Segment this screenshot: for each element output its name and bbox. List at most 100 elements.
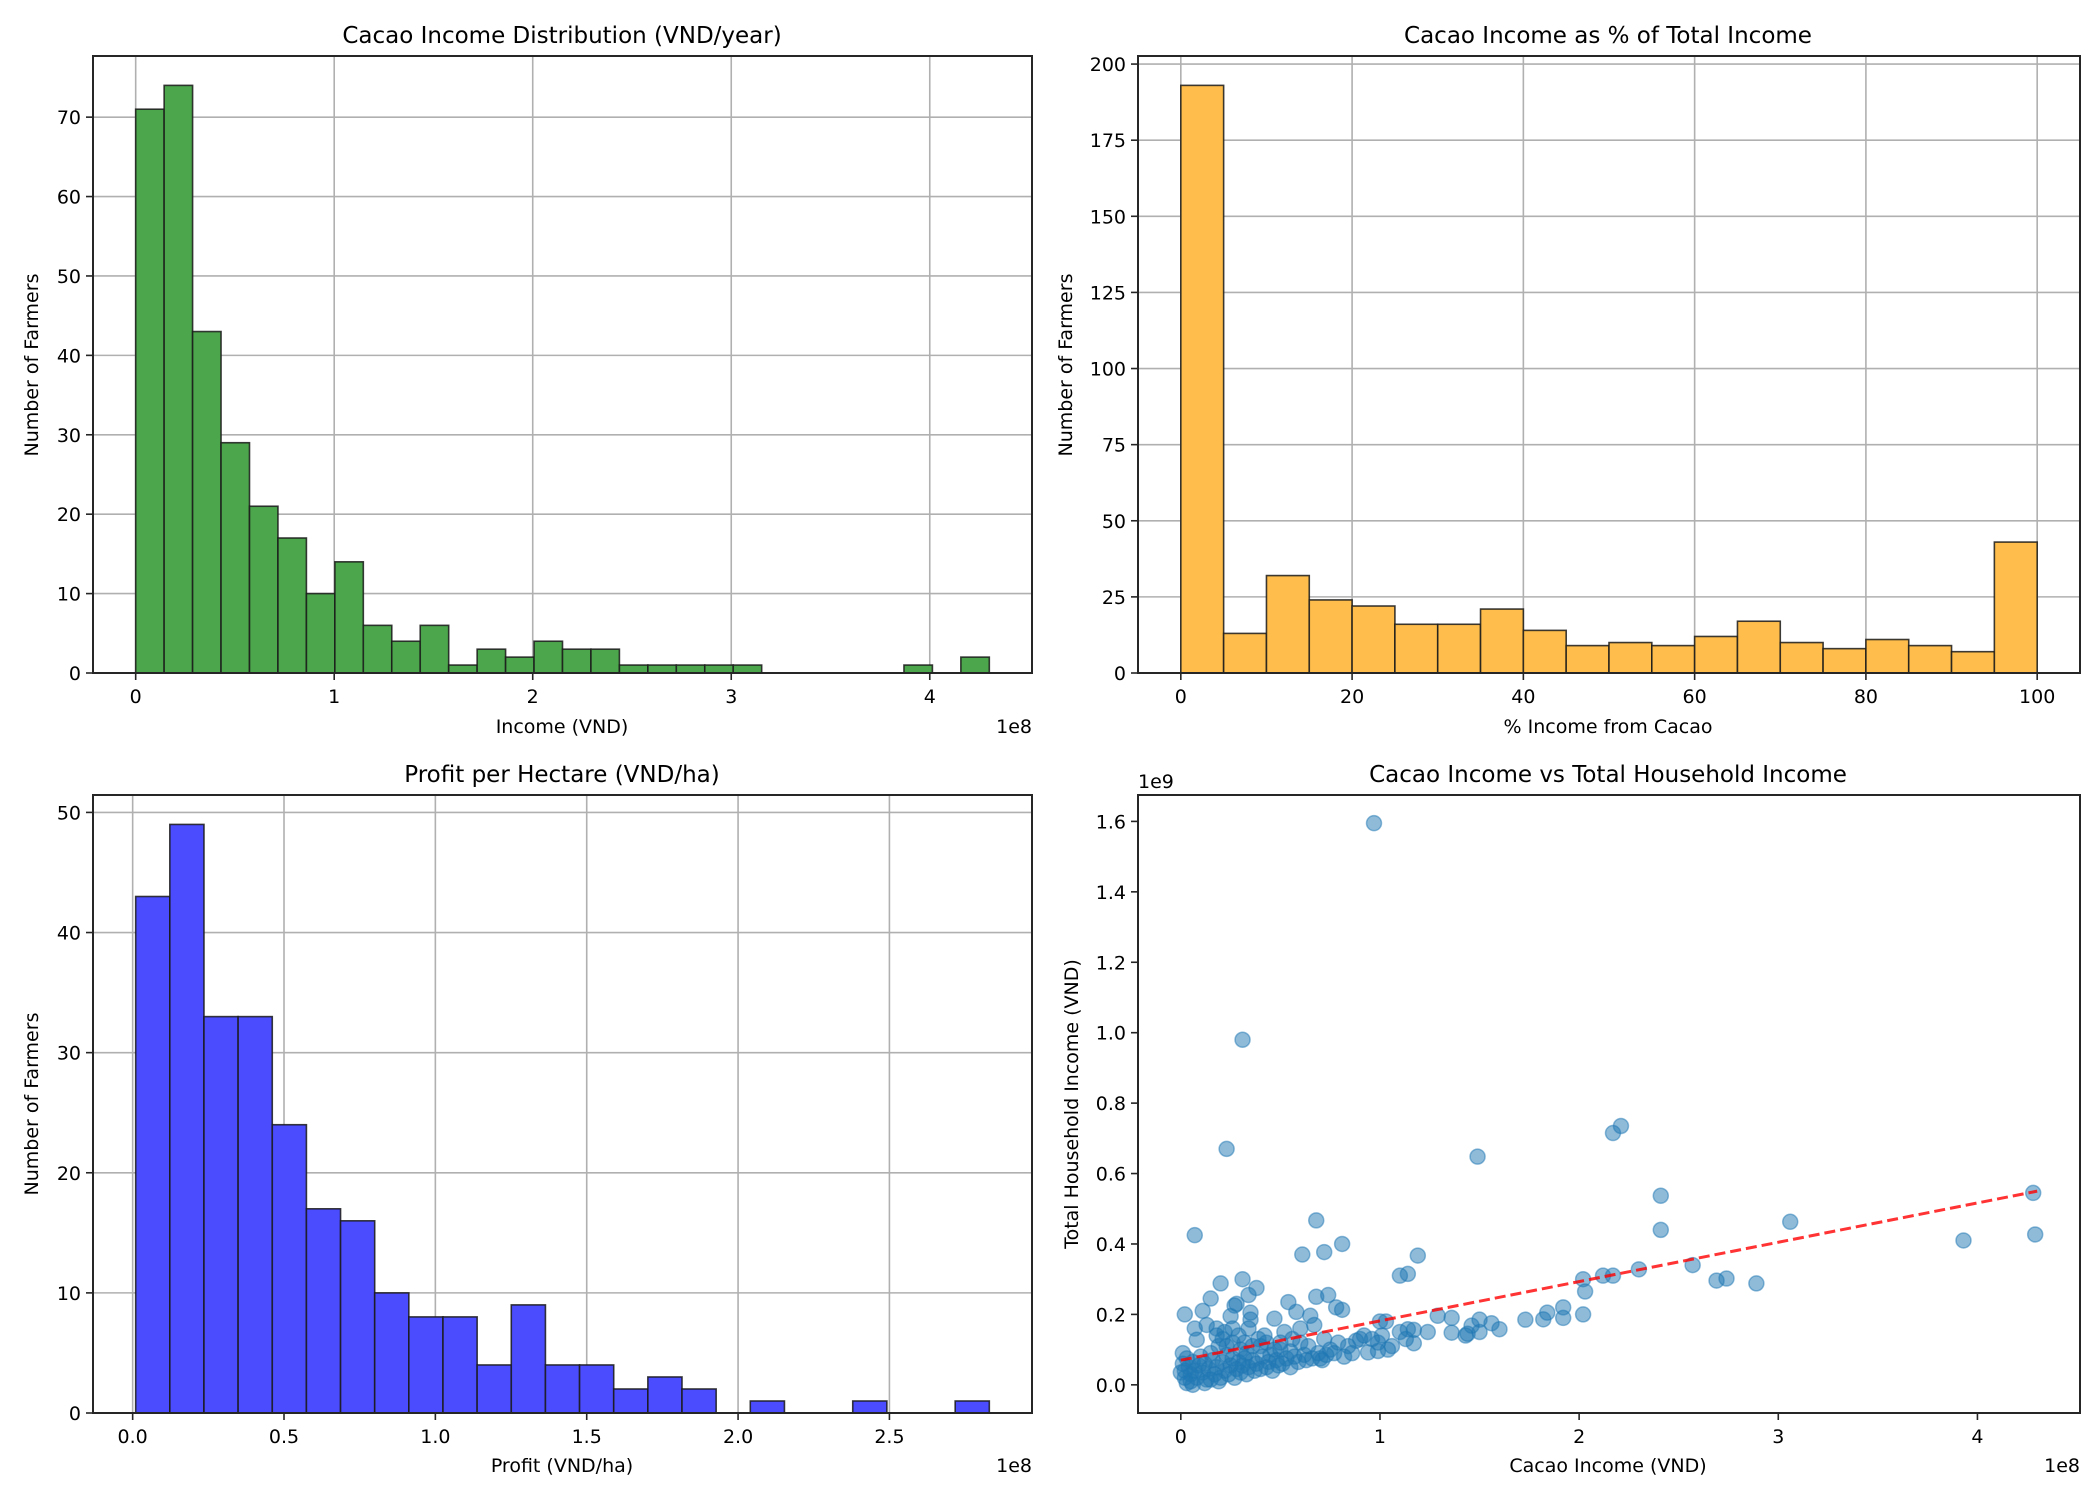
histogram-bar xyxy=(1736,620,1782,674)
scatter-point xyxy=(1363,1330,1381,1348)
histogram-bar xyxy=(362,624,393,674)
scatter-point xyxy=(1343,1344,1361,1362)
scatter-point xyxy=(1186,1226,1204,1244)
y-tick-label: 70 xyxy=(57,107,81,129)
histogram-bar xyxy=(960,656,991,674)
scatter-point xyxy=(1294,1246,1311,1263)
y-tick-label: 60 xyxy=(57,187,81,209)
histogram-bar xyxy=(1693,635,1739,674)
scatter-point xyxy=(1576,1283,1594,1300)
histogram-bar xyxy=(954,1400,991,1414)
chart-title: Cacao Income vs Total Household Income xyxy=(1369,762,1847,788)
histogram-bar xyxy=(578,1364,615,1414)
scatter-point xyxy=(1202,1290,1219,1307)
x-tick-label: 3 xyxy=(1772,1426,1784,1448)
x-tick-label: 2 xyxy=(527,686,539,708)
y-tick-label: 0 xyxy=(1114,663,1126,685)
histogram-bar xyxy=(134,108,165,674)
y-tick-label: 0.0 xyxy=(1096,1375,1126,1397)
histogram-bar xyxy=(851,1400,888,1414)
scatter-point xyxy=(1469,1148,1486,1165)
histogram-bar xyxy=(612,1388,649,1414)
histogram-bar xyxy=(681,1388,717,1414)
histogram-bar xyxy=(1180,84,1225,674)
histogram-bar xyxy=(533,640,564,674)
x-offset-label: 1e8 xyxy=(996,716,1032,738)
scatter-point xyxy=(1955,1232,1972,1249)
x-tick-label: 60 xyxy=(1683,686,1707,708)
scatter-point xyxy=(1365,814,1383,832)
histogram-bar xyxy=(1265,574,1311,674)
y-tick-label: 150 xyxy=(1090,206,1126,228)
y-tick-label: 0 xyxy=(69,663,81,685)
y-tick-label: 40 xyxy=(57,923,81,945)
scatter-point xyxy=(1266,1310,1283,1327)
plot-area xyxy=(93,56,1032,674)
y-axis-label: Number of Farmers xyxy=(1055,274,1077,457)
x-tick-label: 40 xyxy=(1511,686,1535,708)
histogram-bar xyxy=(390,640,422,674)
x-tick-label: 0 xyxy=(130,686,142,708)
x-axis-label: Profit (VND/ha) xyxy=(491,1455,633,1477)
scatter-point xyxy=(1443,1309,1460,1327)
x-tick-label: 1 xyxy=(328,686,340,708)
histogram-bar xyxy=(248,505,279,674)
scatter-point xyxy=(1333,1301,1351,1319)
x-tick-label: 80 xyxy=(1854,686,1878,708)
x-offset-label: 1e8 xyxy=(996,1455,1032,1477)
histogram-bar xyxy=(191,330,222,674)
x-tick-label: 0.0 xyxy=(118,1426,148,1448)
histogram-bar xyxy=(647,1376,683,1414)
scatter-point xyxy=(1419,1323,1437,1341)
histogram-bar xyxy=(1950,650,1996,674)
histogram-bar xyxy=(169,823,205,1414)
y-tick-label: 0 xyxy=(69,1403,81,1425)
y-tick-label: 200 xyxy=(1090,54,1126,76)
x-axis-label: % Income from Cacao xyxy=(1504,716,1713,738)
histogram-bar xyxy=(544,1364,581,1414)
histogram-bar xyxy=(510,1304,547,1414)
y-offset-label: 1e9 xyxy=(1138,771,1174,793)
histogram-bar xyxy=(590,648,621,674)
scatter-point xyxy=(1612,1117,1630,1135)
y-tick-label: 1.6 xyxy=(1096,811,1126,833)
y-tick-label: 10 xyxy=(57,584,81,606)
scatter-point xyxy=(1240,1286,1257,1304)
scatter-point xyxy=(1718,1270,1735,1287)
histogram-bar xyxy=(1865,638,1910,674)
trend-line xyxy=(1180,1189,2038,1362)
histogram-bar xyxy=(476,648,507,674)
histogram-bar xyxy=(1779,641,1824,674)
scatter-point xyxy=(1234,1270,1251,1288)
y-tick-label: 100 xyxy=(1090,359,1126,381)
histogram-bar xyxy=(1479,608,1525,674)
histogram-bar xyxy=(1822,647,1867,674)
histogram-bar xyxy=(561,648,592,674)
scatter-point xyxy=(1748,1275,1765,1292)
scatter-point xyxy=(1535,1311,1552,1328)
histogram-bar xyxy=(220,441,251,674)
scatter-point xyxy=(1333,1235,1351,1253)
scatter-point xyxy=(1307,1212,1325,1229)
scatter-point xyxy=(1194,1302,1211,1320)
y-tick-label: 1.0 xyxy=(1096,1023,1126,1045)
x-axis-label: Cacao Income (VND) xyxy=(1509,1455,1706,1477)
scatter-point xyxy=(1652,1187,1670,1204)
histogram-bar xyxy=(1651,644,1696,674)
histogram-bar xyxy=(419,624,450,674)
scatter-point xyxy=(1218,1140,1235,1158)
x-tick-label: 1.5 xyxy=(572,1426,602,1448)
scatter-point xyxy=(1302,1307,1319,1325)
x-tick-label: 1 xyxy=(1374,1426,1386,1448)
histogram-bar xyxy=(1907,644,1953,674)
scatter-point xyxy=(1459,1325,1476,1343)
x-tick-label: 2.0 xyxy=(723,1426,753,1448)
histogram-bar xyxy=(749,1400,786,1414)
scatter-point xyxy=(1409,1247,1427,1264)
y-tick-label: 0.2 xyxy=(1096,1304,1126,1326)
percent-histogram-panel: Cacao Income as % of Total Income % Inco… xyxy=(1055,23,2081,738)
histogram-bar xyxy=(447,664,478,674)
histogram-bar xyxy=(647,664,678,674)
histogram-bar xyxy=(618,664,649,674)
